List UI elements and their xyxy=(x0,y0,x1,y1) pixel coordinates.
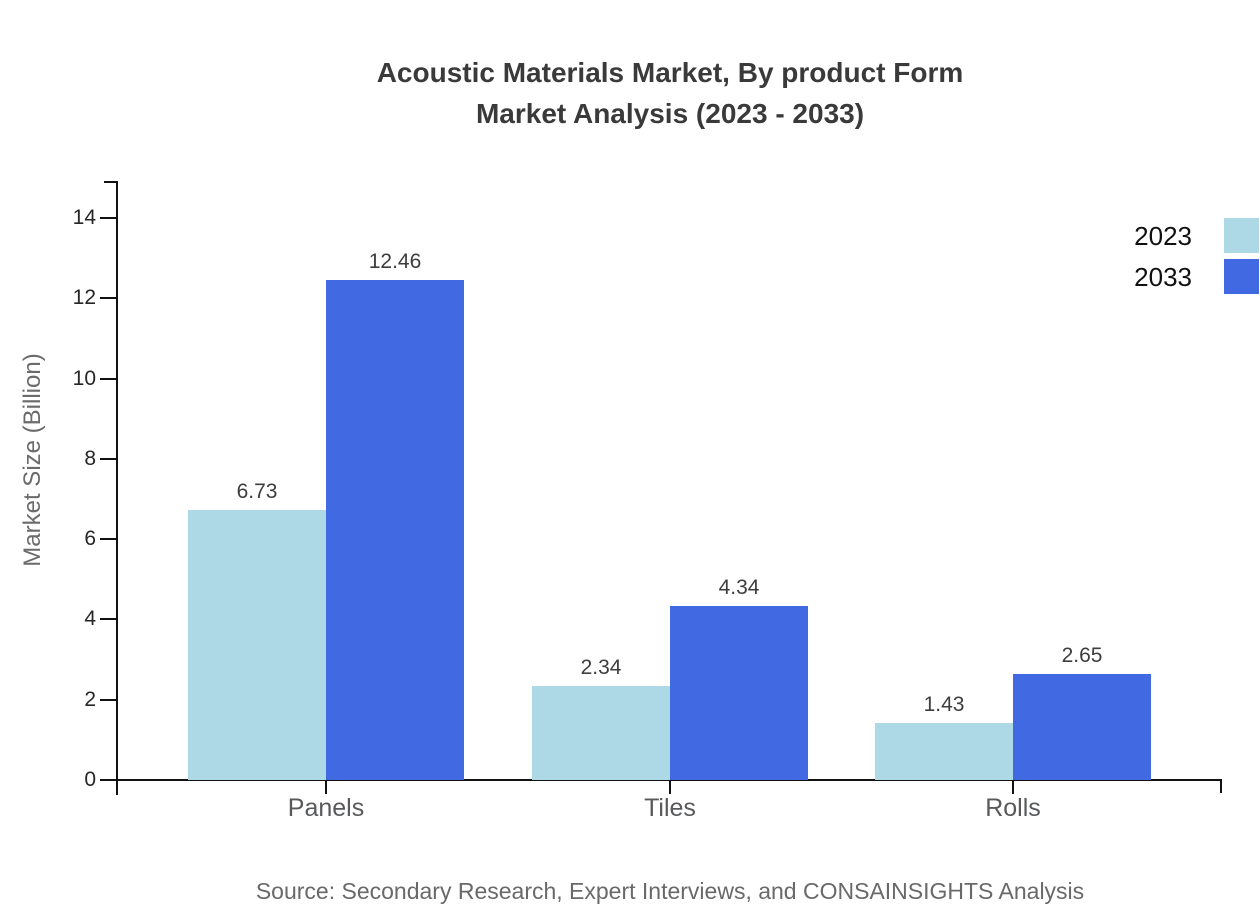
source-note: Source: Secondary Research, Expert Inter… xyxy=(255,878,1085,904)
chart-title-line-1: Acoustic Materials Market, By product Fo… xyxy=(376,57,964,88)
y-tick-label-10: 10 xyxy=(72,366,96,390)
bar-2023-rolls xyxy=(875,722,1013,780)
x-tick-label-tiles: Tiles xyxy=(644,794,696,822)
bar-2023-tiles xyxy=(532,686,670,780)
y-axis-line xyxy=(116,181,118,795)
chart-title: Acoustic Materials Market, By product Fo… xyxy=(80,52,1260,134)
y-tick-label-4: 4 xyxy=(84,607,96,631)
y-tick-10 xyxy=(100,377,118,380)
y-tick-6 xyxy=(100,538,118,541)
value-label-2023-panels: 6.73 xyxy=(236,479,278,503)
y-tick-label-0: 0 xyxy=(84,768,96,791)
x-axis-line xyxy=(100,779,1222,781)
bar-2033-rolls xyxy=(1013,673,1151,780)
x-tick-rolls xyxy=(1012,780,1014,794)
y-axis-top-cap xyxy=(104,181,118,183)
x-axis-end-cap xyxy=(1220,779,1222,793)
bar-2033-tiles xyxy=(670,605,808,780)
x-tick-label-panels: Panels xyxy=(287,794,365,822)
y-tick-label-8: 8 xyxy=(84,446,96,470)
y-tick-2 xyxy=(100,698,118,701)
value-label-2033-tiles: 4.34 xyxy=(718,575,760,599)
legend-swatch-2033 xyxy=(1224,259,1259,294)
bar-2023-panels xyxy=(188,509,326,780)
x-tick-tiles xyxy=(669,780,671,794)
x-tick-panels xyxy=(325,780,327,794)
legend-label-2023: 2023 xyxy=(1134,221,1192,251)
chart-title-line-2: Market Analysis (2023 - 2033) xyxy=(475,98,865,129)
legend-swatch-2023 xyxy=(1224,218,1259,253)
y-tick-4 xyxy=(100,618,118,621)
value-label-2023-rolls: 1.43 xyxy=(923,692,965,716)
value-label-2023-tiles: 2.34 xyxy=(580,656,622,680)
x-tick-label-rolls: Rolls xyxy=(985,794,1041,822)
legend-label-2033: 2033 xyxy=(1134,262,1192,292)
y-tick-0 xyxy=(100,779,118,781)
bar-2033-panels xyxy=(326,279,464,780)
value-label-2033-panels: 12.46 xyxy=(368,249,422,273)
y-tick-label-12: 12 xyxy=(72,286,96,310)
value-label-2033-rolls: 2.65 xyxy=(1061,643,1103,667)
y-tick-12 xyxy=(100,297,118,300)
y-tick-label-2: 2 xyxy=(84,687,96,711)
y-tick-label-6: 6 xyxy=(84,527,96,551)
y-tick-14 xyxy=(100,216,118,219)
y-tick-8 xyxy=(100,457,118,460)
y-tick-label-14: 14 xyxy=(72,205,96,229)
